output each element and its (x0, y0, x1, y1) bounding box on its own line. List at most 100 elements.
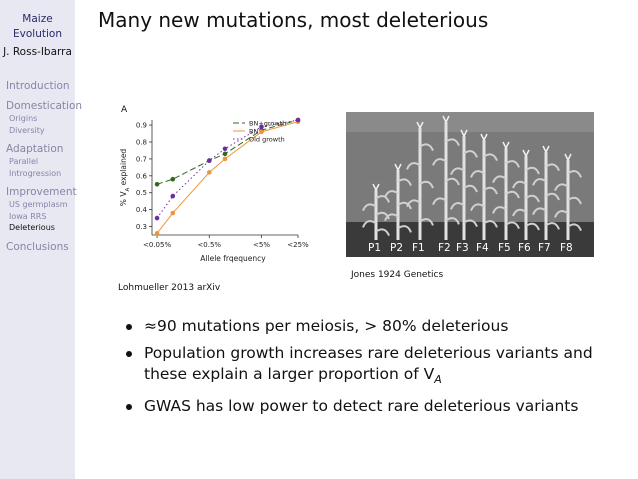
maize-leaf (375, 211, 390, 220)
y-tick-label: 0.3 (136, 223, 147, 231)
data-point (170, 210, 176, 216)
maize-leaf (432, 158, 447, 166)
maize-leaf (492, 206, 507, 214)
photo-label-f6: F6 (518, 242, 531, 254)
maize-leaf (525, 166, 540, 175)
sidebar-title[interactable]: Maize Evolution (0, 12, 75, 42)
sidebar-subsection-parallel[interactable]: Parallel (9, 157, 39, 166)
sidebar-title-line2[interactable]: Evolution (13, 28, 62, 40)
sidebar-subsection-diversity[interactable]: Diversity (9, 125, 45, 135)
maize-tassel (480, 133, 488, 141)
maize-leaf (470, 203, 485, 212)
maize-leaf (567, 223, 582, 232)
y-axis-title: % VA explained (119, 149, 131, 207)
x-axis-title: Allele frqequency (200, 254, 266, 263)
series-line-bn (156, 121, 299, 234)
maize-leaf (463, 184, 478, 193)
sidebar-section-domestication[interactable]: Domestication (6, 100, 83, 112)
maize-leaf (512, 208, 527, 217)
data-point (154, 181, 160, 187)
sidebar-section-adaptation[interactable]: Adaptation (6, 143, 64, 155)
data-point (206, 158, 212, 163)
data-point (259, 124, 264, 130)
maize-tassel (502, 141, 510, 149)
maize-leaf (545, 192, 560, 201)
maize-leaf (419, 218, 434, 226)
sidebar-section-conclusions[interactable]: Conclusions (6, 240, 69, 253)
maize-leaf (483, 153, 498, 162)
x-tick-label: <0.05% (143, 241, 171, 249)
bullet-item: Population growth increases rare deleter… (118, 343, 618, 390)
y-tick-label: 0.6 (136, 172, 148, 180)
maize-leaf (397, 178, 412, 187)
sidebar-title-line1[interactable]: Maize (22, 13, 53, 25)
bullet-text: ≈90 mutations per meiosis, > 80% deleter… (144, 317, 509, 335)
maize-leaf (463, 219, 478, 228)
maize-leaf (545, 163, 560, 172)
photo-label-p2: P2 (390, 242, 404, 254)
maize-tassel (542, 145, 550, 153)
maize-leaf (463, 150, 478, 158)
maize-leaf (406, 199, 421, 208)
maize-tassel (416, 121, 424, 129)
maize-leaf (505, 221, 520, 230)
maize-tassel (372, 183, 380, 191)
bullet-dot-icon (126, 404, 132, 411)
bullet-dot-icon (126, 351, 132, 357)
photo-label-f7: F7 (538, 242, 551, 254)
x-tick-label: <25% (287, 241, 309, 249)
photo-label-f5: F5 (498, 242, 511, 254)
data-point (154, 215, 160, 221)
legend-label: BN (249, 128, 258, 136)
maize-leaf (450, 202, 465, 210)
sidebar-subsection-origins[interactable]: Origins (9, 114, 38, 123)
x-tick-label: <0.5% (197, 241, 221, 249)
maize-leaf (505, 160, 520, 168)
maize-leaf (419, 143, 434, 152)
sidebar: Maize Evolution J. Ross-Ibarra Introduct… (0, 0, 83, 479)
data-point (154, 231, 160, 236)
bullet-item: GWAS has low power to detect rare delete… (118, 396, 618, 417)
x-tick-label: <5% (253, 241, 270, 249)
photo-label-f1: F1 (412, 242, 425, 254)
chart: A 0.3 0.4 0.5 0.6 0.7 0.8 0.9 <0.05% <0.5% <5% <25%… (119, 105, 309, 263)
sidebar-subsection-deleterious[interactable]: Deleterious (9, 223, 55, 232)
y-tick-label: 0.8 (136, 138, 147, 146)
maize-leaf (375, 195, 390, 203)
y-tick-label: 0.7 (136, 155, 147, 163)
sidebar-subsection-us-germplasm[interactable]: US germplasm (9, 200, 68, 209)
sidebar-section-introduction[interactable]: Introduction (6, 80, 70, 92)
data-point (170, 176, 176, 182)
bullet-subscript: A (434, 373, 442, 387)
maize-leaf (445, 217, 460, 225)
sidebar-subsection-iowa-rrs[interactable]: Iowa RRS (9, 211, 47, 221)
maize-leaf (567, 196, 582, 205)
maize-leaf (545, 222, 560, 230)
legend-label: Old growth (249, 136, 285, 144)
bullet-list: ≈90 mutations per meiosis, > 80% deleter… (118, 316, 618, 423)
maize-leaf (384, 190, 399, 198)
photo-ground (346, 222, 594, 257)
series-line-bn-growth (156, 119, 299, 185)
y-tick-label: 0.4 (136, 206, 148, 214)
maize-leaf (505, 190, 520, 199)
sidebar-subsection-introgression[interactable]: Introgression (9, 168, 62, 178)
photo-caption: Jones 1924 Genetics (351, 270, 444, 280)
data-point (222, 156, 228, 162)
data-point (295, 117, 301, 123)
maize-leaf (362, 203, 377, 212)
y-axis-title-part: A (125, 188, 131, 192)
slide-title: Many new mutations, most deleterious (98, 8, 489, 32)
data-point (206, 170, 212, 175)
data-point (259, 129, 264, 135)
photo-label-p1: P1 (368, 242, 382, 254)
maize-plants-illustration (346, 112, 594, 257)
sidebar-author[interactable]: J. Ross-Ibarra (3, 46, 72, 58)
maize-tassel (442, 115, 450, 123)
photo-label-f3: F3 (456, 242, 469, 254)
sidebar-section-improvement[interactable]: Improvement (6, 186, 77, 198)
bullet-dot-icon (126, 324, 132, 330)
legend-label: BN+growth (249, 120, 286, 128)
figure-caption: Lohmueller 2013 arXiv (118, 283, 221, 293)
maize-tassel (460, 129, 468, 137)
